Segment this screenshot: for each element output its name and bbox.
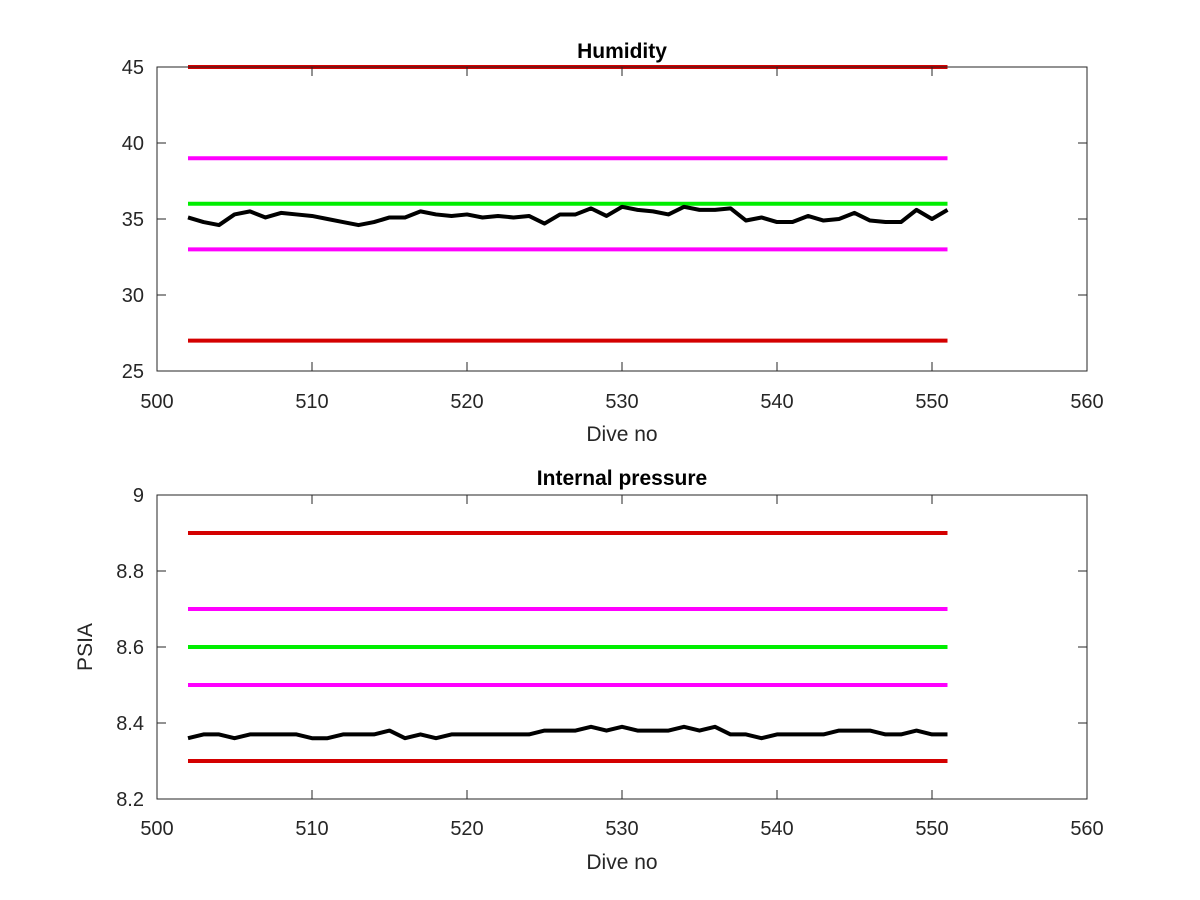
y-tick-label: 25 — [122, 361, 144, 383]
x-tick-label: 560 — [1070, 818, 1103, 840]
x-tick-label: 540 — [760, 818, 793, 840]
y-tick-label: 8.6 — [116, 637, 144, 659]
y-tick-label: 30 — [122, 285, 144, 307]
y-tick-label: 35 — [122, 209, 144, 231]
x-tick-label: 500 — [140, 391, 173, 413]
x-tick-label: 540 — [760, 391, 793, 413]
x-tick-label: 530 — [605, 818, 638, 840]
y-tick-label: 9 — [133, 485, 144, 507]
x-tick-label: 550 — [915, 391, 948, 413]
x-tick-label: 500 — [140, 818, 173, 840]
chart-title-1: Humidity — [577, 40, 667, 63]
y-tick-label: 8.8 — [116, 561, 144, 583]
series-line-1-6 — [187, 204, 949, 228]
y-tick-label: 45 — [122, 57, 144, 79]
y-tick-label: 8.4 — [116, 713, 144, 735]
x-tick-label: 560 — [1070, 391, 1103, 413]
x-tick-label: 510 — [295, 391, 328, 413]
chart-title-2: Internal pressure — [537, 467, 707, 490]
series-line-2-6 — [187, 724, 948, 741]
x-tick-label: 510 — [295, 818, 328, 840]
x-axis-title-1: Dive no — [586, 423, 657, 446]
y-axis-title-2: PSIA — [74, 623, 97, 671]
x-tick-label: 520 — [450, 391, 483, 413]
x-axis-title-2: Dive no — [586, 851, 657, 874]
x-tick-label: 550 — [915, 818, 948, 840]
plot-area-1 — [156, 66, 1088, 372]
y-tick-label: 8.2 — [116, 789, 144, 811]
x-tick-label: 520 — [450, 818, 483, 840]
y-tick-label: 40 — [122, 133, 144, 155]
x-tick-label: 530 — [605, 391, 638, 413]
